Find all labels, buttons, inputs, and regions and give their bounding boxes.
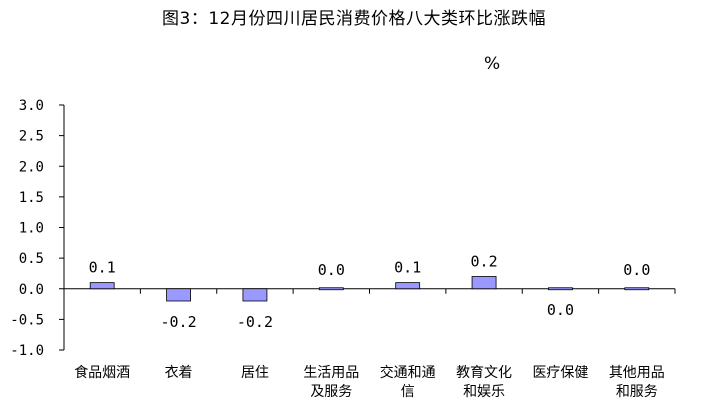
bar <box>166 288 191 302</box>
data-label: 0.1 <box>89 259 116 277</box>
x-tick-label: 医疗保健 <box>532 365 588 381</box>
y-tick-label: -0.5 <box>10 312 44 328</box>
x-tick-label: 和服务 <box>616 384 658 400</box>
bar <box>471 276 497 290</box>
data-label: 0.0 <box>623 261 650 279</box>
y-tick-label: 3.0 <box>19 98 44 114</box>
x-tick-label: 信 <box>401 384 415 400</box>
data-label: 0.2 <box>471 253 498 271</box>
bar <box>318 287 344 291</box>
bar <box>624 287 650 291</box>
data-label: 0.0 <box>547 301 574 319</box>
x-tick-label: 生活用品 <box>303 365 359 381</box>
data-label: 0.0 <box>318 261 345 279</box>
y-tick-label: 0.5 <box>19 251 44 267</box>
y-tick-label: 0.0 <box>19 282 44 298</box>
x-tick-label: 交通和通 <box>380 364 436 381</box>
bar <box>89 282 115 290</box>
bar <box>548 287 573 291</box>
x-tick-label: 其他用品 <box>609 365 665 381</box>
data-label: -0.2 <box>161 313 197 331</box>
y-tick-label: 2.0 <box>19 159 44 175</box>
y-tick-label: 2.5 <box>19 129 44 145</box>
x-tick-label: 食品烟酒 <box>74 364 130 381</box>
x-tick-label: 教育文化 <box>456 365 512 381</box>
x-tick-label: 及服务 <box>310 384 352 400</box>
y-tick-label: -1.0 <box>10 343 44 359</box>
x-tick-label: 和娱乐 <box>463 384 505 400</box>
bar <box>242 288 268 302</box>
x-tick-label: 居住 <box>241 365 269 381</box>
chart-title: 图3：12月份四川居民消费价格八大类环比涨跌幅 <box>162 9 546 29</box>
unit-label: % <box>484 54 501 74</box>
x-tick-label: 衣着 <box>165 365 193 381</box>
y-tick-label: 1.0 <box>19 221 44 237</box>
y-tick-label: 1.5 <box>19 190 44 206</box>
data-label: 0.1 <box>394 259 421 277</box>
bar <box>395 282 421 290</box>
data-label: -0.2 <box>237 313 273 331</box>
